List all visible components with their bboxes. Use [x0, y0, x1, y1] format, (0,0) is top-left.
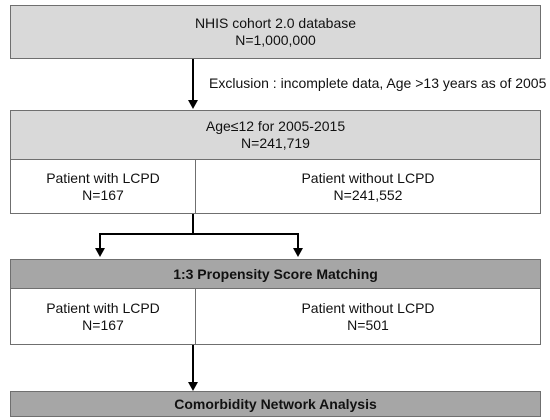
connector-left-drop — [99, 233, 101, 248]
arrow-shaft-4 — [192, 345, 194, 383]
analysis-title: Comorbidity Network Analysis — [174, 395, 377, 412]
eligible-with-lcpd-label: Patient with LCPD — [46, 169, 160, 186]
matching-box: 1:3 Propensity Score Matching — [10, 259, 541, 289]
matching-title: 1:3 Propensity Score Matching — [173, 265, 378, 282]
cohort-box: NHIS cohort 2.0 database N=1,000,000 — [10, 5, 541, 59]
matched-with-lcpd-box: Patient with LCPD N=167 — [10, 288, 196, 345]
arrow-head-left — [95, 248, 105, 257]
connector-bar — [99, 233, 298, 235]
eligible-with-lcpd-count: N=167 — [82, 186, 124, 203]
eligible-box: Age≤12 for 2005-2015 N=241,719 — [10, 110, 541, 160]
eligible-count: N=241,719 — [241, 135, 310, 151]
matched-with-lcpd-label: Patient with LCPD — [46, 299, 160, 316]
matched-without-lcpd-label: Patient without LCPD — [301, 299, 435, 316]
eligible-title: Age≤12 for 2005-2015 — [205, 118, 346, 134]
arrow-head-right — [293, 248, 303, 257]
connector-stem — [192, 214, 194, 234]
eligible-without-lcpd-count: N=241,552 — [333, 186, 403, 203]
arrow-head-4 — [188, 382, 198, 391]
eligible-without-lcpd-label: Patient without LCPD — [301, 169, 435, 186]
cohort-title: NHIS cohort 2.0 database — [194, 15, 357, 31]
matched-with-lcpd-count: N=167 — [82, 316, 124, 333]
matched-without-lcpd-box: Patient without LCPD N=501 — [195, 288, 541, 345]
cohort-count: N=1,000,000 — [235, 32, 316, 48]
eligible-with-lcpd-box: Patient with LCPD N=167 — [10, 159, 196, 214]
connector-right-drop — [297, 233, 299, 248]
exclusion-note: Exclusion : incomplete data, Age >13 yea… — [209, 75, 547, 91]
matched-without-lcpd-count: N=501 — [347, 316, 389, 333]
eligible-without-lcpd-box: Patient without LCPD N=241,552 — [195, 159, 541, 214]
analysis-box: Comorbidity Network Analysis — [10, 391, 541, 417]
arrow-head-1 — [188, 100, 198, 109]
arrow-shaft-1 — [192, 59, 194, 101]
